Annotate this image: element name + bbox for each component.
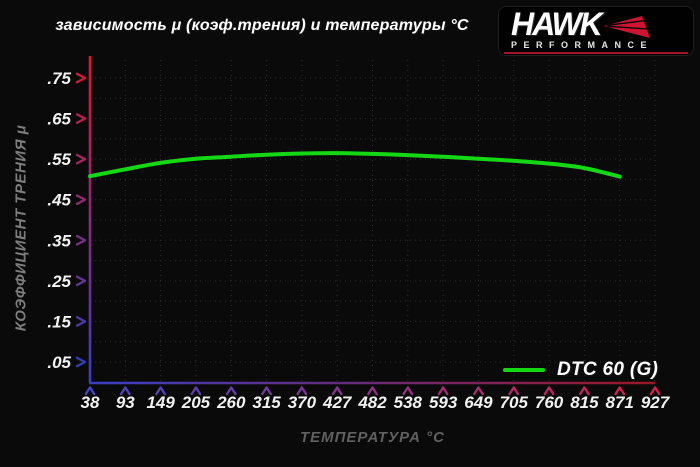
x-tick-label: 260 [216, 393, 246, 412]
x-tick-label: 538 [394, 393, 423, 412]
x-tick-arrow-icon [367, 386, 378, 396]
x-tick-label: 649 [464, 393, 493, 412]
chart-title: зависимость μ (коэф.трения) и температур… [55, 17, 469, 34]
x-tick-arrow-icon [84, 386, 96, 396]
y-tick-label: .05 [47, 353, 71, 372]
x-tick-label: 315 [252, 393, 281, 412]
x-tick-arrow-icon [296, 386, 308, 396]
y-tick-arrow-icon [75, 194, 87, 206]
y-tick-arrow-icon [75, 316, 87, 327]
x-tick-label: 482 [357, 393, 387, 412]
x-tick-label: 370 [288, 393, 317, 412]
hawk-wing-icon [603, 16, 650, 38]
x-tick-label: 705 [500, 393, 529, 412]
x-tick-label: 93 [116, 393, 135, 412]
x-tick-arrow-icon [225, 386, 237, 396]
x-tick-arrow-icon [649, 386, 661, 396]
x-tick-arrow-icon [155, 386, 167, 396]
y-tick-arrow-icon [75, 234, 87, 246]
x-tick-label: 38 [81, 393, 100, 412]
x-tick-arrow-icon [578, 386, 590, 396]
hawk-logo-row: HAWK [511, 6, 693, 42]
x-tick-label: 205 [181, 393, 211, 412]
y-tick-arrow-icon [75, 153, 87, 165]
x-tick-arrow-icon [119, 386, 131, 396]
y-tick-label: .75 [47, 69, 71, 88]
y-tick-label: .25 [47, 272, 71, 291]
hawk-logo-underline [504, 52, 688, 54]
y-tick-label: .65 [47, 110, 71, 129]
hawk-brand-text: HAWK [511, 6, 603, 42]
x-tick-label: 815 [570, 393, 599, 412]
legend-series-label: DTC 60 (G) [557, 359, 659, 380]
x-tick-arrow-icon [473, 386, 484, 396]
x-tick-label: 760 [535, 393, 564, 412]
hawk-logo: HAWK PERFORMANCE [498, 6, 694, 56]
x-tick-arrow-icon [543, 386, 555, 396]
hawk-performance-text: PERFORMANCE [511, 40, 654, 50]
x-tick-label: 427 [322, 393, 353, 412]
x-tick-label: 871 [606, 393, 634, 412]
y-tick-label: .15 [47, 312, 71, 331]
y-tick-label: .35 [47, 231, 71, 250]
x-tick-label: 593 [429, 393, 458, 412]
series-curve [88, 151, 622, 179]
legend: DTC 60 (G) [503, 359, 658, 381]
y-tick-arrow-icon [75, 72, 87, 84]
x-tick-arrow-icon [261, 386, 272, 396]
x-tick-arrow-icon [402, 386, 414, 396]
x-tick-arrow-icon [190, 386, 202, 396]
x-axis-title: ТЕМПЕРАТУРА °C [299, 429, 446, 446]
x-tick-arrow-icon [614, 386, 626, 396]
y-tick-arrow-icon [75, 275, 87, 287]
y-tick-label: .55 [47, 150, 71, 169]
x-tick-arrow-icon [331, 386, 343, 396]
y-tick-label: .45 [47, 191, 71, 210]
x-tick-label: 927 [641, 393, 671, 412]
y-tick-arrow-icon [75, 113, 87, 124]
y-tick-arrow-icon [75, 356, 87, 368]
x-tick-arrow-icon [508, 386, 520, 396]
legend-series-line [503, 368, 545, 372]
x-tick-arrow-icon [437, 386, 449, 396]
x-tick-label: 149 [146, 393, 175, 412]
